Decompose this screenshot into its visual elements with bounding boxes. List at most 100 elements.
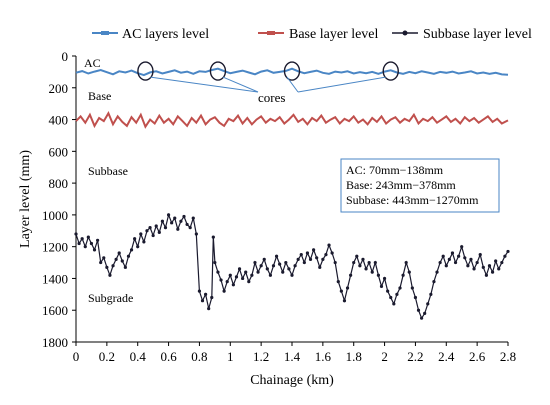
series-subbase-point <box>194 232 198 236</box>
x-tick-label: 2.2 <box>407 349 423 364</box>
series-subbase-point <box>219 278 223 282</box>
series-subbase-point <box>259 264 263 268</box>
series-subbase-point <box>271 264 276 268</box>
info-box-frame <box>340 158 500 213</box>
series-subbase-point <box>96 238 100 242</box>
series-subbase-point <box>484 273 488 277</box>
series-subbase-point <box>182 214 186 219</box>
core-circle <box>209 61 227 81</box>
series-subbase-point <box>265 267 269 271</box>
series-subbase-point <box>213 260 217 265</box>
series-subbase-point <box>370 270 374 274</box>
series-subbase-point <box>389 295 393 300</box>
info-box: AC: 70mm−138mm Base: 243mm−378mm Subbase… <box>340 158 500 213</box>
series-subbase-point <box>237 267 242 271</box>
series-subbase-point <box>139 232 143 236</box>
series-subbase-point <box>386 289 390 293</box>
series-subbase-point <box>361 257 365 261</box>
series-subbase-point <box>487 264 492 268</box>
y-tick-label: 800 <box>49 176 69 191</box>
series-subbase-point <box>204 292 208 296</box>
x-tick-label: 2 <box>381 349 388 364</box>
x-tick-label: 2.6 <box>469 349 486 364</box>
layer-label-subgrade: Subgrade <box>88 291 133 305</box>
series-subbase-point <box>281 270 285 274</box>
series-subbase-point <box>126 254 131 258</box>
series-subbase-point <box>256 270 260 274</box>
series-ac-line <box>75 67 509 77</box>
legend-item-ac: AC layers level <box>92 27 209 42</box>
series-subbase-point <box>234 275 239 279</box>
x-tick-label: 1.2 <box>253 349 269 364</box>
series-subbase-point <box>188 226 192 230</box>
legend-label-base: Base layer level <box>289 27 379 42</box>
x-tick-label: 1 <box>227 349 234 364</box>
x-tick-label: 0.8 <box>191 349 207 364</box>
series-subbase-point <box>179 219 183 223</box>
series-subbase-point <box>500 260 504 265</box>
series-subbase-point <box>117 251 121 255</box>
series-subbase-point <box>435 270 439 274</box>
x-tick-label: 0.6 <box>160 349 177 364</box>
series-subbase-point <box>447 257 451 261</box>
core-circle <box>137 61 154 81</box>
series-subbase-point <box>166 213 171 217</box>
series-subbase-point <box>92 248 97 252</box>
series-subbase-point <box>333 260 337 265</box>
series-subbase-point <box>170 221 174 225</box>
series-subbase-point <box>321 257 325 261</box>
series-subbase-point <box>497 267 501 271</box>
x-tick-label: 1.6 <box>315 349 332 364</box>
series-subbase-point <box>284 260 288 265</box>
series-subbase-point <box>410 286 414 290</box>
series-subbase-point <box>148 226 152 230</box>
series-subbase-point <box>339 289 343 293</box>
series-subbase-point <box>441 254 445 258</box>
x-ticks: 0 0.2 0.4 0.6 0.8 1 1.2 1.4 1.6 1.8 2 2.2 2.4 2.6 2.8 <box>73 342 516 364</box>
series-subbase-point <box>74 232 78 236</box>
series-subbase-point <box>463 256 467 260</box>
series-subbase-point <box>200 299 205 303</box>
layer-label-base: Base <box>88 89 111 103</box>
series-subbase-point <box>211 235 215 239</box>
series-subbase-point <box>114 257 118 261</box>
series-subbase-point <box>293 264 297 268</box>
info-box-line-subbase: Subbase: 443mm−1270mm <box>346 193 479 207</box>
series-subbase-point <box>315 256 319 260</box>
series-subbase-point <box>185 222 189 227</box>
series-subbase-point <box>86 235 90 239</box>
y-tick-label: 1600 <box>42 303 68 318</box>
series-subbase-point <box>80 237 84 241</box>
series-subbase-point <box>157 230 161 234</box>
x-tick-label: 0.4 <box>130 349 147 364</box>
series-subbase-point <box>336 280 340 284</box>
series-subbase-point <box>416 308 421 312</box>
series-subbase-point <box>299 253 303 257</box>
y-tick-label: 1200 <box>42 240 68 255</box>
y-tick-label: 0 <box>62 49 69 64</box>
series-subbase-point <box>77 241 81 246</box>
series-subbase-point <box>151 233 155 238</box>
series-subbase-point <box>244 270 248 274</box>
series-subbase-point <box>176 227 180 231</box>
series-subbase-point <box>173 216 177 220</box>
series-subbase-point <box>401 273 405 277</box>
series-subbase-point <box>481 265 485 269</box>
series-subbase-point <box>210 295 214 300</box>
series-subbase-point <box>191 216 195 220</box>
core-circle <box>382 61 399 81</box>
series-subbase-point <box>145 229 149 233</box>
series-subbase-point <box>142 240 146 244</box>
series-subbase-point <box>379 284 384 288</box>
series-subbase-point <box>247 280 251 284</box>
series-subbase-point <box>457 254 461 258</box>
series-subbase-point <box>123 265 127 269</box>
series-subbase-point <box>373 260 377 265</box>
series-layer <box>74 67 510 320</box>
series-subbase-point <box>268 273 272 277</box>
series-subbase-point <box>312 248 316 252</box>
series-subbase-point <box>324 253 328 257</box>
layer-labels: AC Base Subbase Subgrade <box>84 56 133 305</box>
series-subbase-point <box>228 273 232 277</box>
series-subbase-point <box>163 226 168 230</box>
